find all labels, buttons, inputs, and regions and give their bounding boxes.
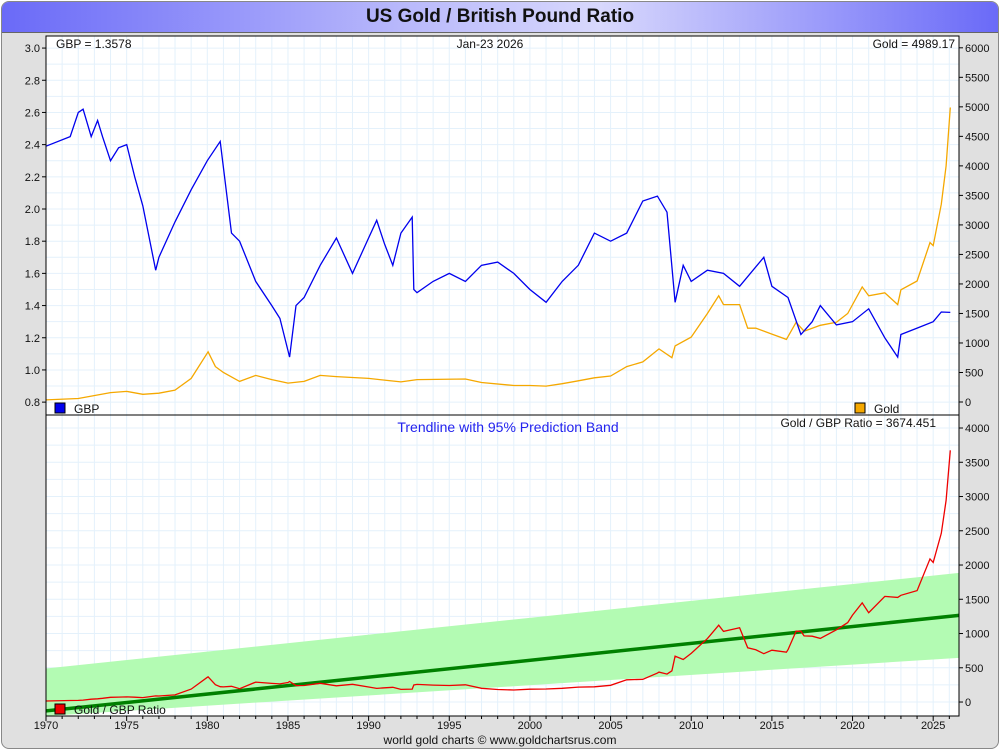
- legend-gold-label: Gold: [874, 402, 899, 416]
- right-axis-tick-label: 5000: [965, 102, 989, 114]
- left-axis-tick-label: 2.6: [25, 107, 40, 119]
- left-axis-tick-label: 0.8: [25, 397, 40, 409]
- legend-gbp-label: GBP: [74, 402, 99, 416]
- x-axis-tick-label: 1985: [276, 720, 300, 732]
- left-axis-tick-label: 3.0: [25, 43, 40, 55]
- x-axis-tick-label: 2025: [921, 720, 945, 732]
- right-axis-tick-label: 1000: [965, 338, 989, 350]
- right-axis-tick-label: 4000: [965, 161, 989, 173]
- x-axis-tick-label: 2005: [598, 720, 622, 732]
- right-axis-tick-label: 3500: [965, 190, 989, 202]
- gold-value-label: Gold = 4989.17: [873, 37, 956, 51]
- ratio-axis-tick-label: 1000: [965, 629, 989, 641]
- legend-gold-swatch: [854, 402, 866, 414]
- band-label: Trendline with 95% Prediction Band: [397, 419, 618, 435]
- right-axis-tick-label: 500: [965, 367, 983, 379]
- trendline: [46, 613, 959, 713]
- x-axis-tick-label: 2010: [679, 720, 703, 732]
- gold-line: [45, 107, 951, 401]
- x-axis-tick-label: 1990: [356, 720, 380, 732]
- legend-ratio-swatch: [54, 703, 66, 715]
- ratio-axis-tick-label: 2500: [965, 526, 989, 538]
- x-axis-tick-label: 1995: [437, 720, 461, 732]
- legend-ratio-label: Gold / GBP Ratio: [74, 703, 166, 717]
- left-axis-tick-label: 1.0: [25, 365, 40, 377]
- gbp-line: [45, 108, 951, 359]
- left-axis-tick-label: 1.6: [25, 268, 40, 280]
- ratio-line: [45, 450, 951, 702]
- left-axis-tick-label: 2.8: [25, 75, 40, 87]
- left-axis-tick-label: 1.2: [25, 333, 40, 345]
- x-axis-tick-label: 1975: [114, 720, 138, 732]
- x-axis-tick-label: 1980: [195, 720, 219, 732]
- gbp-value-label: GBP = 1.3578: [56, 37, 132, 51]
- left-axis-tick-label: 2.0: [25, 204, 40, 216]
- ratio-axis-tick-label: 500: [965, 663, 983, 675]
- prediction-band: [46, 572, 959, 716]
- x-axis-tick-label: 2015: [760, 720, 784, 732]
- ratio-value-label: Gold / GBP Ratio = 3674.451: [780, 416, 936, 430]
- plot-border: [45, 35, 960, 717]
- footer-credit: world gold charts © www.goldchartsrus.co…: [383, 733, 617, 747]
- x-axis-tick-label: 2000: [518, 720, 542, 732]
- ratio-axis-tick-label: 3500: [965, 457, 989, 469]
- right-axis-tick-label: 2500: [965, 249, 989, 261]
- right-axis-tick-label: 3000: [965, 220, 989, 232]
- left-axis-tick-label: 2.4: [25, 140, 40, 152]
- ratio-axis-tick-label: 0: [965, 697, 971, 709]
- x-axis-tick-label: 1970: [34, 720, 58, 732]
- right-axis-tick-label: 4500: [965, 131, 989, 143]
- ratio-axis-tick-label: 4000: [965, 423, 989, 435]
- left-axis-tick-label: 2.2: [25, 172, 40, 184]
- ratio-axis-tick-label: 3000: [965, 492, 989, 504]
- ratio-axis-tick-label: 2000: [965, 560, 989, 572]
- title-bar: US Gold / British Pound Ratio: [2, 2, 998, 33]
- x-axis-tick-label: 2020: [840, 720, 864, 732]
- left-axis-tick-label: 1.8: [25, 236, 40, 248]
- left-axis-tick-label: 1.4: [25, 301, 40, 313]
- legend-gbp-swatch: [54, 402, 66, 414]
- right-axis-tick-label: 2000: [965, 279, 989, 291]
- chart-title: US Gold / British Pound Ratio: [365, 6, 635, 27]
- date-label: Jan-23 2026: [457, 37, 524, 51]
- right-axis-tick-label: 6000: [965, 43, 989, 55]
- right-axis-tick-label: 0: [965, 397, 971, 409]
- right-axis-tick-label: 5500: [965, 72, 989, 84]
- ratio-axis-tick-label: 1500: [965, 594, 989, 606]
- right-axis-tick-label: 1500: [965, 308, 989, 320]
